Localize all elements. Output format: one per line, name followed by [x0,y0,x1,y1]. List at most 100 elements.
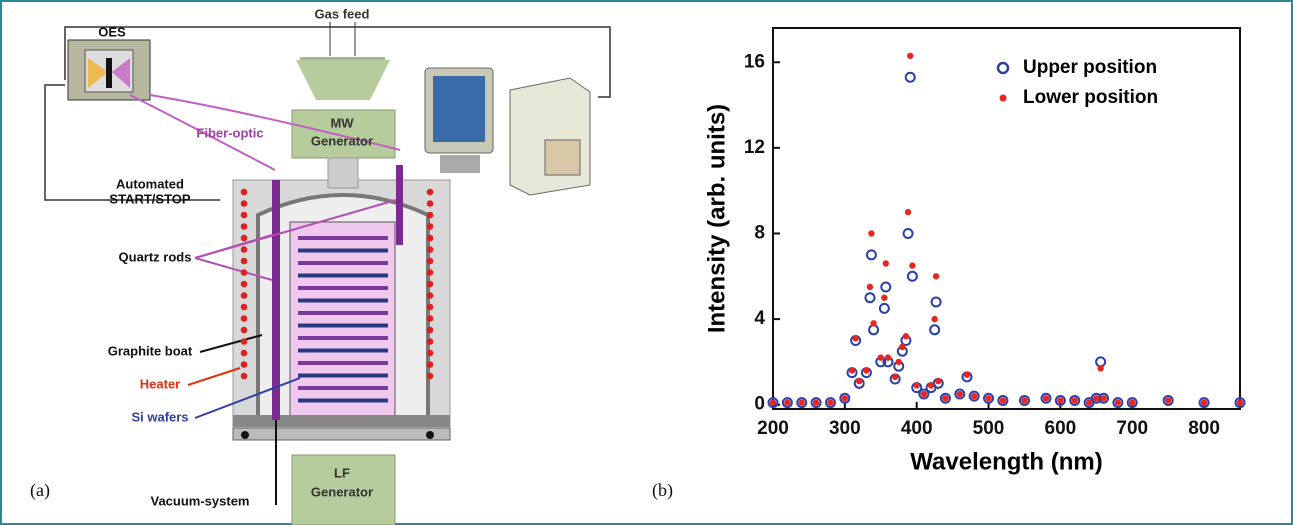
data-point [957,391,963,397]
diagram-label: OES [98,24,126,39]
chart: 0 4 8 12 16 200 300 400 500 600 700 800 Wavelength (… [703,28,1244,475]
data-point [870,320,876,326]
data-point [881,294,887,300]
diagram: OES Gas feed MW Generator Fiber-optic Automat… [30,6,673,525]
data-point [931,316,937,322]
data-point [880,304,889,313]
x-tick-label: 500 [973,418,1005,439]
x-tick-label: 400 [901,418,933,439]
diagram-label: LF [334,465,350,480]
data-point [906,73,915,82]
data-point [928,382,934,388]
data-point [896,359,902,365]
x-tick-label: 700 [1116,418,1148,439]
x-tick-label: 300 [829,418,861,439]
diagram-label: Quartz rods [119,249,192,264]
legend-marker [1000,95,1007,102]
data-point [1237,399,1243,405]
figure: OES Gas feed MW Generator Fiber-optic Automat… [0,0,1293,525]
y-tick-label: 16 [744,51,765,72]
data-point [827,399,833,405]
legend-label: Upper position [1023,57,1157,78]
x-tick-label: 200 [757,418,789,439]
y-tick-label: 8 [754,222,765,243]
data-point [1021,397,1027,403]
y-tick-label: 0 [754,394,765,415]
data-point [964,372,970,378]
data-point [1093,395,1099,401]
frame [1,1,1292,524]
data-point [852,335,858,341]
diagram-label: Heater [140,376,180,391]
data-point [849,367,855,373]
data-point [813,399,819,405]
data-point [971,393,977,399]
data-point [942,395,948,401]
data-point [1097,365,1103,371]
data-point [921,391,927,397]
diagram-label: Generator [311,133,373,148]
data-point [1043,395,1049,401]
data-point [856,378,862,384]
panel-label: (a) [30,480,50,501]
data-point [930,325,939,334]
data-point [1000,397,1006,403]
y-axis-label: Intensity (arb. units) [703,104,730,333]
data-point [908,272,917,281]
data-point [1115,399,1121,405]
data-point [865,293,874,302]
data-point [883,260,889,266]
data-point [935,378,941,384]
data-point [1129,399,1135,405]
data-point [878,354,884,360]
diagram-label: Fiber-optic [196,125,263,140]
data-point [1165,397,1171,403]
data-point [907,53,913,59]
data-point [1072,397,1078,403]
data-point [1086,399,1092,405]
data-point [842,395,848,401]
legend-label: Lower position [1023,87,1158,108]
data-point [799,399,805,405]
data-point [1057,397,1063,403]
diagram-label: MW [330,115,354,130]
data-point [869,325,878,334]
x-tick-label: 600 [1045,418,1077,439]
data-point [867,284,873,290]
figure-canvas: OES Gas feed MW Generator Fiber-optic Automat… [0,0,1293,525]
diagram-label: START/STOP [109,191,190,206]
data-point [1201,399,1207,405]
y-tick-label: 4 [754,308,765,329]
data-point [933,273,939,279]
data-point [770,399,776,405]
diagram-label: Vacuum-system [151,493,250,508]
data-point [932,297,941,306]
data-point [905,209,911,215]
diagram-label: Automated [116,176,184,191]
diagram-label: Generator [311,484,373,499]
legend-marker [998,63,1008,73]
data-point [881,282,890,291]
data-point [903,333,909,339]
data-point [863,367,869,373]
data-point [784,399,790,405]
y-tick-label: 12 [744,137,765,158]
data-point [913,382,919,388]
data-point [868,230,874,236]
x-axis-label: Wavelength (nm) [910,448,1102,475]
plot-frame [773,28,1240,409]
data-point [904,229,913,238]
diagram-label: Graphite boat [108,343,193,358]
data-point [1100,395,1106,401]
data-point [892,374,898,380]
diagram-label: Gas feed [315,6,370,21]
diagram-label: Si wafers [131,409,188,424]
x-tick-label: 800 [1188,418,1220,439]
panel-label: (b) [652,480,673,501]
data-point [885,354,891,360]
data-point [867,250,876,259]
data-point [985,395,991,401]
data-point [909,262,915,268]
data-point [899,344,905,350]
data-point [1096,357,1105,366]
